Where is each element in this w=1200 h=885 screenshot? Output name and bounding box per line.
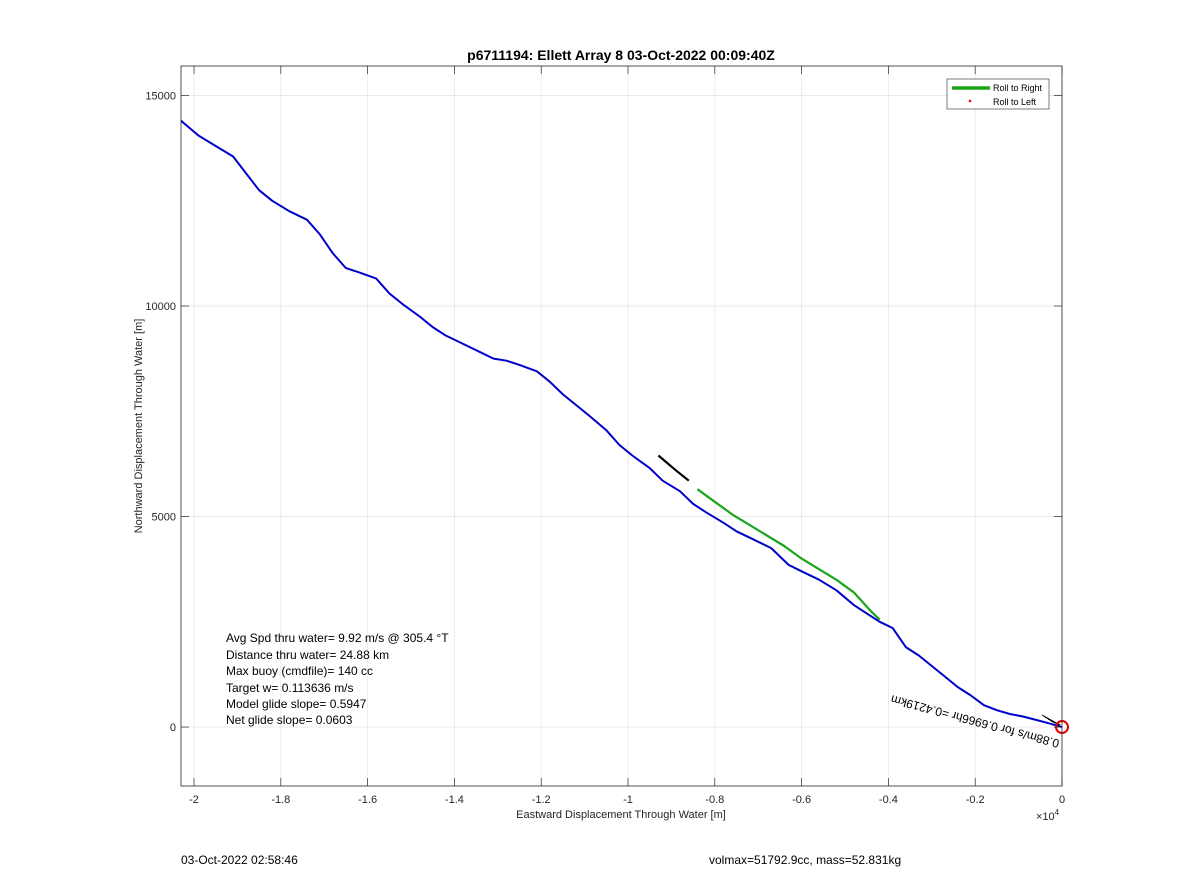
x-axis-exponent: ×104 <box>1036 808 1060 823</box>
legend-label-roll-left: Roll to Left <box>993 97 1037 107</box>
stat-net-glide: Net glide slope= 0.0603 <box>226 713 353 727</box>
y-tick-label: 15000 <box>145 90 176 102</box>
axis-ticks: -2 -1.8 -1.6 -1.4 -1.2 -1 -0.8 -0.6 -0.4 -0.2 0 0 50… <box>145 66 1065 806</box>
chart-title: p6711194: Ellett Array 8 03-Oct-2022 00:… <box>467 47 775 63</box>
footer-timestamp: 03-Oct-2022 02:58:46 <box>181 853 298 867</box>
stat-max-buoy: Max buoy (cmdfile)= 140 cc <box>226 664 373 678</box>
x-tick-label: -2 <box>189 794 199 806</box>
legend: Roll to Right Roll to Left <box>946 78 1050 110</box>
current-arrow <box>1050 720 1061 726</box>
footer-mass-info: volmax=51792.9cc, mass=52.831kg <box>709 853 902 867</box>
y-axis-label: Northward Displacement Through Water [m] <box>133 319 145 534</box>
x-tick-label: -0.4 <box>879 794 898 806</box>
legend-box <box>946 78 1050 110</box>
x-tick-label: -0.2 <box>966 794 985 806</box>
stat-target-w: Target w= 0.113636 m/s <box>226 681 354 695</box>
y-tick-label: 0 <box>170 722 176 734</box>
glider-track-line <box>180 119 1063 729</box>
legend-label-roll-right: Roll to Right <box>993 83 1043 93</box>
x-axis-label: Eastward Displacement Through Water [m] <box>516 809 726 821</box>
y-tick-label: 5000 <box>152 512 176 524</box>
x-tick-label: -1 <box>623 794 633 806</box>
overlay-track <box>657 454 690 482</box>
x-tick-label: -1.6 <box>358 794 377 806</box>
stat-model-glide: Model glide slope= 0.5947 <box>226 697 367 711</box>
y-tick-label: 10000 <box>145 301 176 313</box>
x-tick-label: -1.4 <box>445 794 464 806</box>
x-tick-label: -1.2 <box>532 794 551 806</box>
stat-distance: Distance thru water= 24.88 km <box>226 648 389 662</box>
plot-area <box>181 66 1062 786</box>
x-tick-label: 0 <box>1059 794 1065 806</box>
stats-block: Avg Spd thru water= 9.92 m/s @ 305.4 °T … <box>226 631 449 727</box>
overlay-track <box>696 488 881 621</box>
x-tick-label: -0.6 <box>792 794 811 806</box>
x-tick-label: -1.8 <box>271 794 290 806</box>
x-tick-label: -0.8 <box>705 794 724 806</box>
stat-avg-speed: Avg Spd thru water= 9.92 m/s @ 305.4 °T <box>226 631 449 645</box>
axes-box <box>180 65 1063 787</box>
legend-swatch-roll-left <box>968 99 972 103</box>
